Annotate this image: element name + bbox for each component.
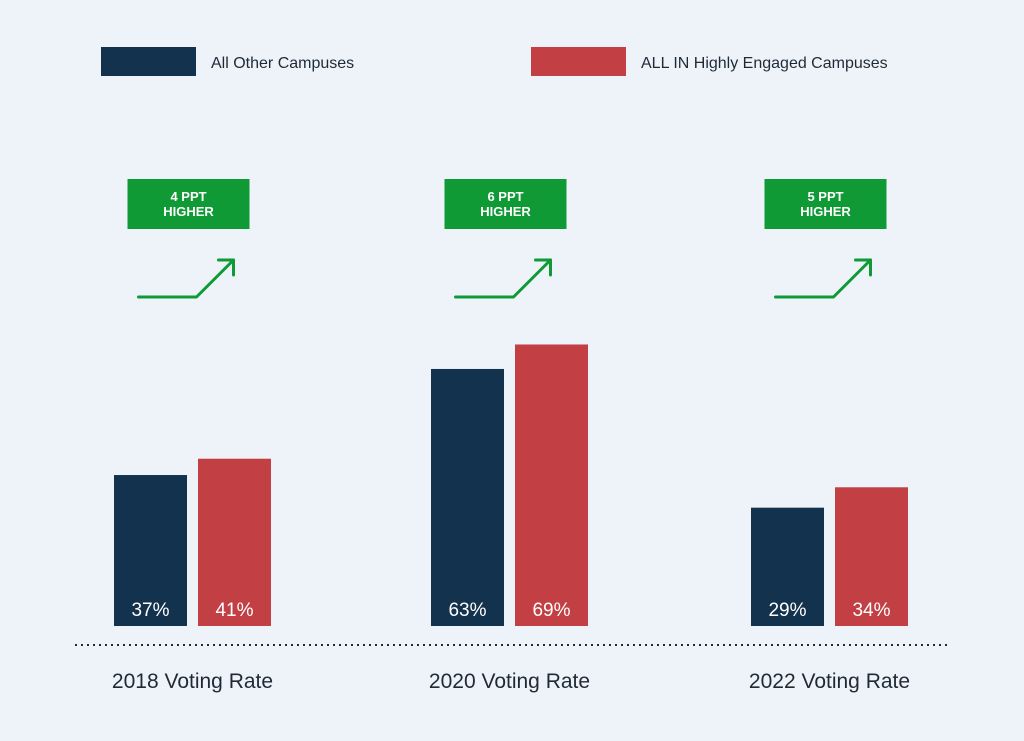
bar-value-label: 69% — [532, 600, 570, 621]
bar-other — [431, 368, 504, 626]
legend-swatch-allin — [531, 47, 626, 76]
callout-line2: HIGHER — [163, 204, 214, 219]
bar-allin — [515, 344, 588, 626]
callout-box — [127, 179, 250, 229]
bar-allin — [198, 458, 271, 626]
callout-box — [764, 179, 887, 229]
trend-up-arrow-icon — [454, 258, 552, 299]
callout-line1: 5 PPT — [807, 189, 843, 204]
legend-swatch-other — [101, 47, 196, 76]
callout-line2: HIGHER — [480, 204, 531, 219]
bar-value-label: 34% — [852, 600, 890, 621]
bar-value-label: 41% — [215, 600, 253, 621]
legend-label-allin: ALL IN Highly Engaged Campuses — [641, 55, 888, 72]
bar-other — [751, 507, 824, 626]
bar-value-label: 29% — [768, 600, 806, 621]
bar-value-label: 63% — [448, 600, 486, 621]
bar-other — [114, 475, 187, 626]
bar-allin — [835, 487, 908, 626]
category-label: 2018 Voting Rate — [112, 670, 273, 693]
callout-line1: 4 PPT — [170, 189, 206, 204]
legend-label-other: All Other Campuses — [211, 55, 354, 72]
category-label: 2020 Voting Rate — [429, 670, 590, 693]
category-label: 2022 Voting Rate — [749, 670, 910, 693]
callout-line2: HIGHER — [800, 204, 851, 219]
legend: All Other Campuses ALL IN Highly Engaged… — [101, 47, 888, 76]
trend-up-arrow-icon — [137, 258, 235, 299]
callout-line1: 6 PPT — [487, 189, 523, 204]
bar-value-label: 37% — [131, 600, 169, 621]
trend-up-arrow-icon — [774, 258, 872, 299]
callout-box — [444, 179, 567, 229]
